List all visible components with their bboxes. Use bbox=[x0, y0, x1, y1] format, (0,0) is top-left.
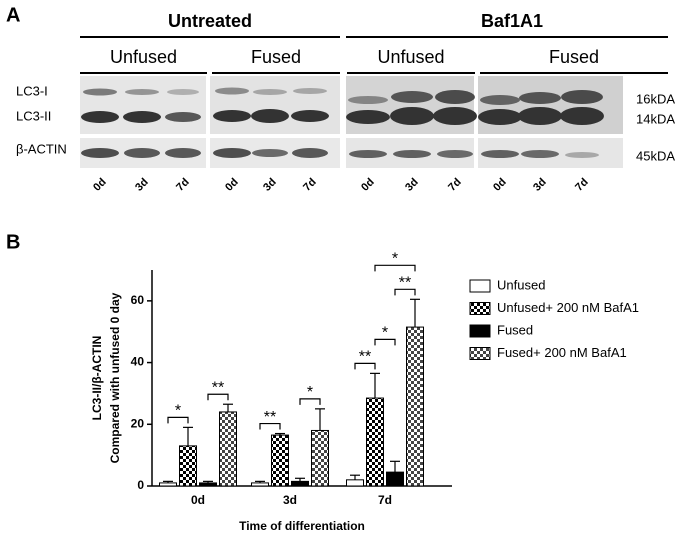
size-label: 16kDA bbox=[636, 91, 675, 106]
significance-label: ** bbox=[359, 349, 371, 366]
significance-label: ** bbox=[399, 275, 411, 292]
bar bbox=[199, 482, 217, 487]
legend-label: Fused+ 200 nM BafA1 bbox=[497, 345, 627, 360]
y-tick-label: 20 bbox=[131, 416, 145, 430]
error-bar bbox=[183, 426, 193, 446]
significance-bracket bbox=[299, 398, 321, 405]
error-bar bbox=[203, 480, 213, 483]
bar bbox=[311, 429, 329, 487]
error-bar bbox=[315, 408, 325, 431]
panel-label: A bbox=[6, 4, 20, 26]
lane-label: 7d bbox=[174, 176, 192, 194]
lane-label: 0d bbox=[359, 176, 377, 194]
error-bar bbox=[350, 474, 360, 480]
lane-label: 3d bbox=[531, 176, 549, 194]
legend-swatch bbox=[469, 302, 491, 315]
lane-label: 3d bbox=[133, 176, 151, 194]
error-bar bbox=[370, 372, 380, 399]
x-tick-label: 7d bbox=[378, 493, 392, 507]
x-tick-label: 0d bbox=[191, 493, 205, 507]
significance-bracket bbox=[167, 416, 189, 424]
error-bar bbox=[295, 477, 305, 482]
significance-label: * bbox=[392, 251, 398, 268]
y-tick-label: 0 bbox=[137, 478, 144, 492]
bar bbox=[179, 445, 197, 487]
significance-bracket bbox=[374, 264, 416, 272]
lane-label: 3d bbox=[403, 176, 421, 194]
legend-label: Unfused+ 200 nM BafA1 bbox=[497, 300, 639, 315]
size-label: 45kDA bbox=[636, 148, 675, 163]
x-axis-label: Time of differentiation bbox=[239, 519, 365, 533]
subgroup-title: Fused bbox=[549, 47, 599, 67]
error-bar bbox=[223, 403, 233, 412]
group-title: Baf1A1 bbox=[481, 11, 543, 31]
bar bbox=[406, 326, 424, 487]
band-label: β-ACTIN bbox=[16, 141, 67, 156]
x-tick-label: 3d bbox=[283, 493, 297, 507]
error-bar bbox=[275, 432, 285, 436]
bar bbox=[346, 479, 364, 487]
lane-label: 3d bbox=[261, 176, 279, 194]
size-label: 14kDA bbox=[636, 111, 675, 126]
legend-swatch bbox=[469, 347, 491, 360]
y-axis-label: Compared with unfused 0 day bbox=[108, 292, 122, 463]
significance-label: * bbox=[382, 325, 388, 342]
bar bbox=[159, 482, 177, 487]
error-bar bbox=[163, 480, 173, 483]
legend-label: Fused bbox=[497, 322, 533, 337]
significance-bracket bbox=[354, 362, 376, 370]
lane-label: 0d bbox=[223, 176, 241, 194]
subgroup-title: Unfused bbox=[377, 47, 444, 67]
lane-label: 0d bbox=[91, 176, 109, 194]
lane-label: 7d bbox=[301, 176, 319, 194]
significance-label: ** bbox=[212, 379, 224, 396]
bar bbox=[386, 471, 404, 487]
group-title: Untreated bbox=[168, 11, 252, 31]
significance-label: ** bbox=[264, 409, 276, 426]
error-bar bbox=[390, 460, 400, 473]
significance-bracket bbox=[394, 288, 416, 296]
bar bbox=[251, 482, 269, 487]
y-tick-label: 60 bbox=[131, 293, 145, 307]
y-axis-label: LC3-II/β-ACTIN bbox=[90, 336, 104, 421]
subgroup-title: Unfused bbox=[110, 47, 177, 67]
bar bbox=[219, 411, 237, 487]
lane-label: 7d bbox=[573, 176, 591, 194]
y-tick-label: 40 bbox=[131, 355, 145, 369]
significance-label: * bbox=[175, 403, 181, 420]
bar bbox=[291, 480, 309, 487]
band-label: LC3-II bbox=[16, 108, 51, 123]
band-label: LC3-I bbox=[16, 83, 48, 98]
panel-label: B bbox=[6, 231, 20, 253]
significance-bracket bbox=[207, 393, 229, 401]
error-bar bbox=[255, 480, 265, 483]
blots bbox=[80, 76, 623, 168]
legend-swatch bbox=[469, 279, 491, 293]
error-bar bbox=[410, 298, 420, 328]
lane-label: 7d bbox=[446, 176, 464, 194]
significance-bracket bbox=[259, 422, 281, 430]
lane-label: 0d bbox=[491, 176, 509, 194]
subgroup-title: Fused bbox=[251, 47, 301, 67]
significance-label: * bbox=[307, 384, 313, 401]
significance-bracket bbox=[374, 338, 396, 346]
bar bbox=[271, 434, 289, 487]
legend-label: Unfused bbox=[497, 277, 545, 292]
bar bbox=[366, 397, 384, 487]
legend-swatch bbox=[469, 324, 491, 338]
